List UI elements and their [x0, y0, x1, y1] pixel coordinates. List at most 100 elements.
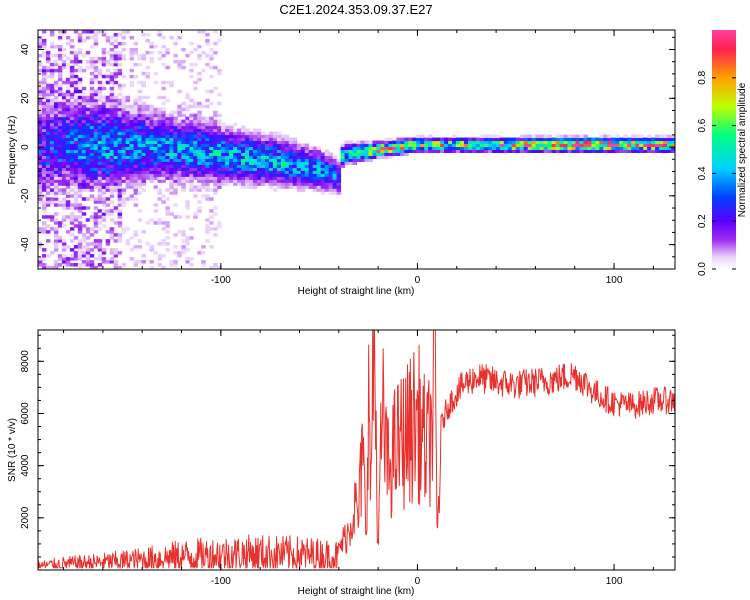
- spectrogram-cell: [280, 179, 286, 183]
- spectrogram-cell: [260, 152, 266, 156]
- spectrogram-cell: [105, 143, 111, 148]
- spectrogram-cell: [245, 170, 250, 174]
- spectrogram-cell: [312, 188, 318, 192]
- spectrogram-cell: [380, 149, 385, 153]
- spectrogram-cell: [428, 134, 433, 139]
- spectrogram-cell: [145, 38, 150, 43]
- spectrogram-cell: [113, 143, 119, 148]
- spectrogram-cell: [165, 224, 170, 228]
- spectrogram-cell: [205, 167, 210, 171]
- spectrogram-cell: [217, 125, 222, 130]
- spectrogram-cell: [41, 116, 47, 121]
- spectrogram-cell: [161, 113, 166, 118]
- spectrogram-cell: [332, 185, 338, 189]
- spectrogram-cell: [133, 146, 139, 150]
- spectrogram-cell: [201, 122, 206, 127]
- spectrogram-cell: [161, 140, 166, 145]
- spectrogram-cell: [189, 50, 194, 55]
- spectrogram-cell: [81, 158, 87, 162]
- spectrogram-cell: [205, 32, 210, 37]
- spectrogram-cell: [559, 146, 565, 150]
- spectrogram-cell: [105, 167, 111, 171]
- spectrogram-cell: [463, 140, 469, 145]
- spectrogram-cell: [97, 149, 103, 153]
- spectrogram-cell: [356, 146, 361, 150]
- spectrogram-cell: [38, 116, 43, 121]
- spectrogram-cell: [436, 137, 441, 142]
- spectrogram-cell: [201, 176, 206, 180]
- spectrogram-cell: [113, 149, 119, 153]
- spectrogram-cell: [292, 146, 298, 150]
- spectrogram-cell: [663, 146, 668, 150]
- spectrogram-cell: [241, 140, 246, 145]
- spectrogram-cell: [129, 152, 135, 156]
- spectrogram-cell: [97, 179, 103, 183]
- spectrogram-cell: [149, 248, 154, 252]
- spectrogram-cell: [193, 212, 198, 216]
- spectrogram-cell: [213, 134, 218, 139]
- spectrogram-cell: [221, 158, 226, 162]
- spectrogram-cell: [452, 140, 457, 145]
- spectrogram-cell: [141, 146, 146, 150]
- spectrogram-cell: [65, 230, 71, 234]
- spectrogram-cell: [300, 182, 306, 186]
- spectrogram-cell: [129, 68, 135, 73]
- spectrogram-cell: [41, 89, 47, 94]
- spectrogram-cell: [416, 143, 421, 148]
- spectrogram-cell: [89, 146, 95, 150]
- spectrogram-cell: [45, 254, 51, 258]
- spectrogram-cell: [41, 30, 47, 34]
- spectrogram-cell: [105, 110, 111, 115]
- spectrogram-cell: [77, 65, 83, 70]
- spectrogram-cell: [41, 50, 47, 55]
- spectrogram-cell: [173, 191, 178, 195]
- spectrogram-cell: [141, 155, 146, 159]
- spectrogram-cell: [49, 71, 55, 76]
- spectrogram-cell: [105, 179, 111, 183]
- spectrogram-cell: [73, 146, 79, 150]
- spectrogram-cell: [444, 137, 449, 142]
- spectrogram-cell: [300, 143, 306, 148]
- spectrogram-cell: [173, 164, 178, 168]
- spectrogram-cell: [97, 215, 103, 219]
- spectrogram-cell: [137, 146, 143, 150]
- spectrogram-cell: [201, 260, 206, 264]
- spectrogram-cell: [559, 143, 565, 148]
- spectrogram-cell: [133, 101, 139, 106]
- spectrogram-cell: [65, 134, 71, 139]
- spectrogram-cell: [157, 197, 162, 201]
- spectrogram-cell: [109, 200, 115, 204]
- spectrogram-cell: [181, 152, 186, 156]
- spectrogram-cell: [38, 200, 43, 204]
- spectrogram-cell: [252, 143, 258, 148]
- spectrogram-cell: [125, 161, 131, 165]
- spectrogram-cell: [161, 107, 166, 112]
- spectrogram-cell: [173, 146, 178, 150]
- spectrogram-cell: [81, 131, 87, 136]
- spectrogram-cell: [189, 176, 194, 180]
- spectrogram-cell: [73, 56, 79, 61]
- spectrogram-cell: [109, 62, 115, 67]
- spectrogram-cell: [153, 113, 158, 118]
- spectrogram-cell: [149, 116, 154, 121]
- spectrogram-cell: [193, 170, 198, 174]
- spectrogram-cell: [109, 80, 115, 85]
- spectrogram-cell: [336, 161, 342, 165]
- spectrogram-cell: [233, 155, 238, 159]
- spectrogram-cell: [85, 140, 91, 145]
- spectrogram-cell: [396, 152, 401, 156]
- spectrogram-cell: [61, 248, 67, 252]
- spectrogram-cell: [217, 167, 222, 171]
- spectrogram-cell: [109, 104, 115, 109]
- spectrogram-cell: [97, 104, 103, 109]
- spectrogram-cell: [559, 140, 565, 145]
- spectrogram-cell: [487, 134, 493, 139]
- spectrogram-cell: [181, 251, 186, 255]
- spectrogram-cell: [428, 137, 433, 142]
- spectrogram-cell: [177, 167, 182, 171]
- spectrogram-cell: [639, 140, 644, 145]
- spectrogram-cell: [97, 173, 103, 177]
- spectrogram-cell: [229, 128, 234, 133]
- spectrogram-cell: [165, 143, 170, 148]
- spectrogram-cell: [157, 257, 162, 261]
